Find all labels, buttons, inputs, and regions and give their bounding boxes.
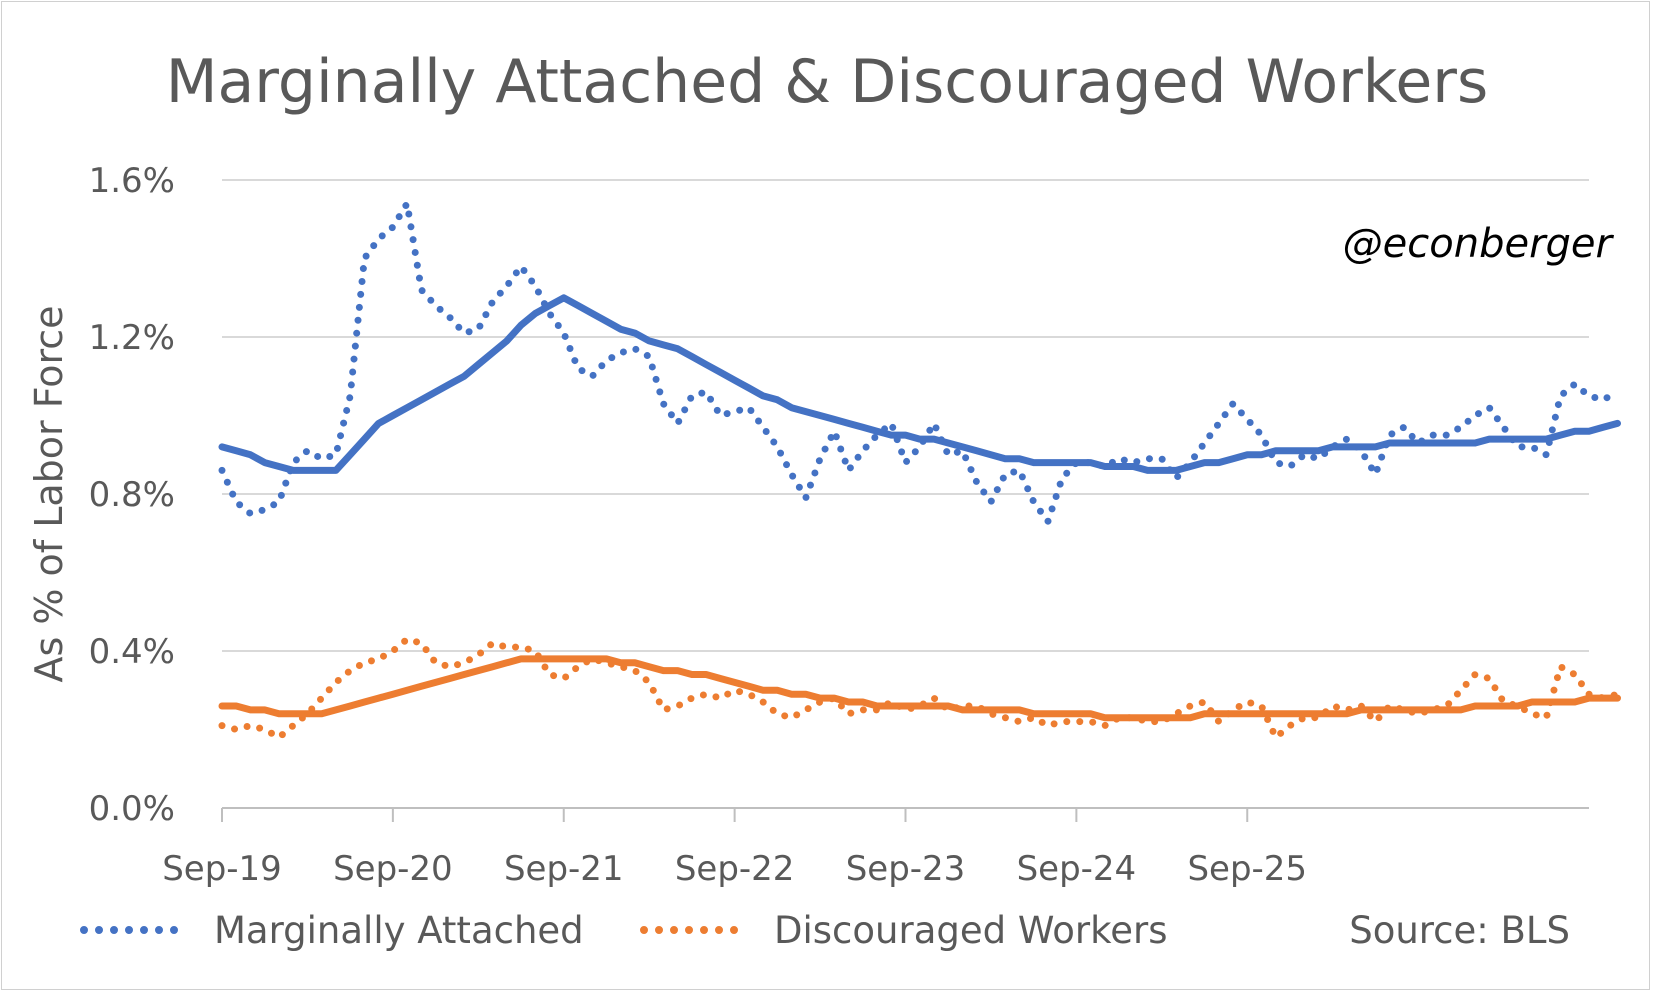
annotation-handle: @econberger bbox=[1343, 221, 1615, 267]
legend: Marginally Attached Discouraged Workers bbox=[80, 909, 1168, 952]
legend-label-discouraged-workers: Discouraged Workers bbox=[774, 909, 1168, 952]
series-group bbox=[218, 200, 1621, 741]
y-tick-label: 0.8% bbox=[89, 475, 175, 515]
x-tick-label: Sep-20 bbox=[333, 849, 453, 889]
x-tick-label: Sep-24 bbox=[1017, 849, 1137, 889]
x-tick-label: Sep-25 bbox=[1187, 849, 1307, 889]
y-axis-label: As % of Labor Force bbox=[27, 305, 71, 682]
series-line-discouraged-workers-trend bbox=[218, 655, 1621, 722]
y-tick-label: 0.4% bbox=[89, 632, 175, 672]
y-tick-label: 1.6% bbox=[89, 161, 175, 201]
x-tick-label: Sep-23 bbox=[846, 849, 966, 889]
x-tick-label: Sep-22 bbox=[675, 849, 795, 889]
legend-label-marginally-attached: Marginally Attached bbox=[214, 909, 584, 952]
grid-lines bbox=[222, 179, 1589, 652]
series-line-discouraged-workers bbox=[218, 635, 1621, 741]
x-axis: Sep-19 Sep-20 Sep-21 Sep-22 Sep-23 Sep-24 Sep-… bbox=[162, 807, 1589, 889]
chart-title: Marginally Attached & Discouraged Worker… bbox=[166, 47, 1488, 117]
y-axis-ticks: 0.0% 0.4% 0.8% 1.2% 1.6% bbox=[89, 161, 175, 829]
series-line-marginally-attached-trend bbox=[218, 294, 1621, 474]
legend-item-discouraged-workers: Discouraged Workers bbox=[640, 909, 1168, 952]
legend-item-marginally-attached: Marginally Attached bbox=[80, 909, 584, 952]
x-tick-label: Sep-21 bbox=[504, 849, 624, 889]
x-tick-label: Sep-19 bbox=[162, 849, 282, 889]
source-note: Source: BLS bbox=[1349, 909, 1570, 952]
y-tick-label: 0.0% bbox=[89, 789, 175, 829]
y-tick-label: 1.2% bbox=[89, 318, 175, 358]
